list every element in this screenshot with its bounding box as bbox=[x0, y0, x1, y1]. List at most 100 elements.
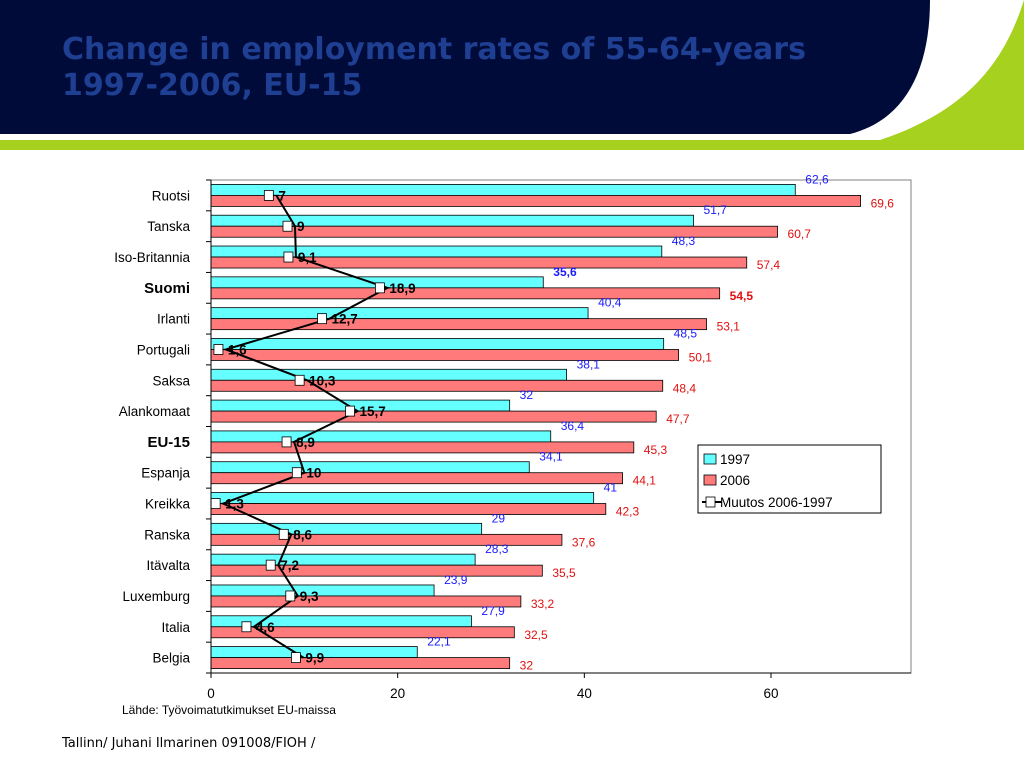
data-label-2006: 57,4 bbox=[757, 258, 781, 272]
value-tick-label: 40 bbox=[577, 686, 592, 701]
accent-swoosh bbox=[0, 0, 1024, 150]
change-label: 9,3 bbox=[300, 589, 319, 604]
value-tick-label: 0 bbox=[207, 686, 215, 701]
data-label-2006: 60,7 bbox=[788, 227, 812, 241]
data-label-2006: 69,6 bbox=[871, 196, 895, 210]
bar-1997 bbox=[210, 307, 589, 320]
source-note: Lähde: Työvoimatutkimukset EU-maissa bbox=[122, 703, 336, 717]
bar-1997 bbox=[210, 245, 663, 258]
page-title: Change in employment rates of 55-64-year… bbox=[62, 32, 806, 103]
data-label-1997: 41 bbox=[604, 481, 618, 495]
bar-2006 bbox=[210, 564, 543, 577]
change-label: 10,3 bbox=[309, 373, 336, 388]
change-label: 7,2 bbox=[280, 558, 299, 573]
category-label: Kreikka bbox=[145, 497, 191, 512]
change-marker bbox=[213, 344, 224, 355]
data-label-1997: 62,6 bbox=[805, 172, 829, 186]
data-label-1997: 48,5 bbox=[674, 326, 698, 340]
legend-label: 1997 bbox=[720, 452, 750, 467]
category-label: Tanska bbox=[147, 219, 190, 234]
data-label-2006: 32 bbox=[520, 659, 534, 673]
legend-swatch-1997 bbox=[703, 453, 717, 465]
data-label-1997: 28,3 bbox=[485, 542, 509, 556]
category-label: Irlanti bbox=[157, 312, 190, 327]
change-label: 8,6 bbox=[293, 527, 312, 542]
change-marker bbox=[317, 313, 327, 325]
header-banner: Change in employment rates of 55-64-year… bbox=[0, 0, 1024, 150]
data-label-1997: 34,1 bbox=[539, 450, 563, 464]
data-label-1997: 38,1 bbox=[577, 357, 601, 371]
data-label-1997: 22,1 bbox=[427, 635, 451, 649]
change-marker bbox=[290, 652, 301, 663]
bar-2006 bbox=[210, 318, 708, 331]
bar-2006 bbox=[210, 379, 664, 392]
bar-1997 bbox=[210, 338, 665, 350]
header-dark-panel bbox=[0, 0, 930, 134]
bar-2006 bbox=[210, 503, 607, 515]
data-label-2006: 47,7 bbox=[666, 412, 690, 426]
footer-text: Tallinn/ Juhani Ilmarinen 091008/FIOH / bbox=[62, 736, 316, 751]
data-label-2006: 45,3 bbox=[644, 443, 668, 457]
legend-label: 2006 bbox=[720, 473, 750, 488]
category-label: Ranska bbox=[144, 527, 190, 542]
data-label-1997: 27,9 bbox=[481, 604, 505, 618]
data-label-2006: 35,5 bbox=[552, 566, 576, 580]
change-line-layer: 7 9 9,1 18,9 12,7 1,6 10,3 15,7 8,9 10 1,3 8,6 7,2 9,… bbox=[210, 188, 416, 666]
data-label-1997: 32 bbox=[520, 388, 534, 402]
legend-box bbox=[697, 444, 882, 514]
bar-1997 bbox=[210, 461, 530, 474]
category-label: Suomi bbox=[144, 280, 190, 297]
bar-2006 bbox=[210, 533, 563, 546]
category-label: EU-15 bbox=[147, 434, 190, 451]
value-axis: 0 20 40 60 bbox=[207, 672, 911, 701]
bar-1997 bbox=[210, 492, 595, 504]
category-label: Alankomaat bbox=[119, 404, 191, 419]
change-marker bbox=[345, 405, 355, 417]
change-marker bbox=[285, 590, 296, 602]
data-label-1997: 48,3 bbox=[672, 234, 696, 248]
bar-1997 bbox=[210, 553, 476, 566]
change-label: 8,9 bbox=[296, 435, 315, 450]
change-label: 9 bbox=[297, 219, 305, 234]
bar-2006 bbox=[210, 410, 657, 423]
bar-1997 bbox=[210, 184, 796, 196]
change-marker bbox=[374, 282, 385, 294]
data-label-2006: 37,6 bbox=[572, 535, 596, 549]
legend-label: Muutos 2006-1997 bbox=[720, 495, 833, 510]
change-label: 1,3 bbox=[225, 497, 244, 512]
bar-2006 bbox=[210, 441, 635, 454]
bar-2006 bbox=[210, 657, 511, 669]
bar-2006 bbox=[210, 287, 721, 300]
data-label-1997: 35,6 bbox=[553, 265, 577, 279]
change-marker bbox=[278, 528, 289, 540]
change-label: 1,6 bbox=[228, 342, 247, 357]
data-label-2006: 53,1 bbox=[717, 320, 741, 334]
category-label: Luxemburg bbox=[122, 589, 190, 604]
data-label-1997: 51,7 bbox=[704, 203, 728, 217]
data-label-2006: 54,5 bbox=[730, 289, 754, 303]
change-marker bbox=[281, 436, 292, 448]
change-label: 15,7 bbox=[360, 404, 386, 419]
data-label-1997: 36,4 bbox=[561, 419, 585, 433]
change-label: 18,9 bbox=[389, 281, 415, 296]
change-label: 12,7 bbox=[332, 312, 358, 327]
change-marker bbox=[283, 251, 294, 263]
bar-2006 bbox=[210, 195, 861, 207]
bar-2006 bbox=[210, 472, 624, 485]
change-marker bbox=[210, 498, 221, 509]
legend-swatch-2006 bbox=[703, 474, 717, 486]
value-tick-label: 60 bbox=[763, 686, 778, 701]
change-label: 10 bbox=[306, 466, 321, 481]
data-label-2006: 50,1 bbox=[689, 350, 713, 364]
category-label: Portugali bbox=[137, 342, 190, 357]
bar-1997 bbox=[210, 368, 568, 381]
legend: 1997 2006 Muutos 2006-1997 bbox=[697, 444, 882, 514]
change-marker bbox=[241, 621, 252, 633]
data-label-1997: 29 bbox=[492, 511, 506, 525]
change-marker bbox=[263, 190, 274, 201]
data-label-1997: 23,9 bbox=[444, 573, 468, 587]
data-label-1997: 40,4 bbox=[598, 296, 622, 310]
data-label-2006: 42,3 bbox=[616, 505, 640, 519]
change-label: 4,6 bbox=[256, 620, 275, 635]
